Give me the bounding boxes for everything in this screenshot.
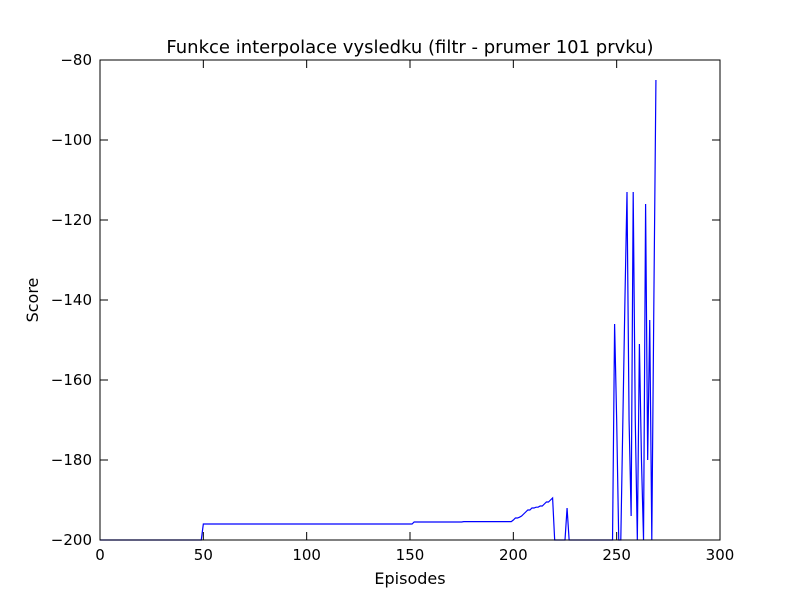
y-tick-label: −140 <box>51 291 92 309</box>
x-tick-label: 300 <box>706 546 735 564</box>
y-tick-label: −200 <box>51 531 92 549</box>
x-tick-label: 50 <box>194 546 213 564</box>
y-axis-label: Score <box>23 278 42 323</box>
y-tick-label: −160 <box>51 371 92 389</box>
x-tick-label: 0 <box>95 546 105 564</box>
x-tick-label: 150 <box>396 546 425 564</box>
x-tick-label: 100 <box>292 546 321 564</box>
y-tick-label: −80 <box>60 51 92 69</box>
x-tick-label: 250 <box>602 546 631 564</box>
chart-title: Funkce interpolace vysledku (filtr - pru… <box>166 37 653 58</box>
y-tick-label: −180 <box>51 451 92 469</box>
y-axis: −200 −180 −160 −140 −120 −100 −80 <box>51 51 720 549</box>
plot-area <box>99 59 721 541</box>
x-axis: 0 50 100 150 200 250 300 <box>95 60 734 564</box>
x-axis-label: Episodes <box>374 569 445 588</box>
y-tick-label: −120 <box>51 211 92 229</box>
x-tick-label: 200 <box>499 546 528 564</box>
plot-background <box>100 60 720 540</box>
y-tick-label: −100 <box>51 131 92 149</box>
